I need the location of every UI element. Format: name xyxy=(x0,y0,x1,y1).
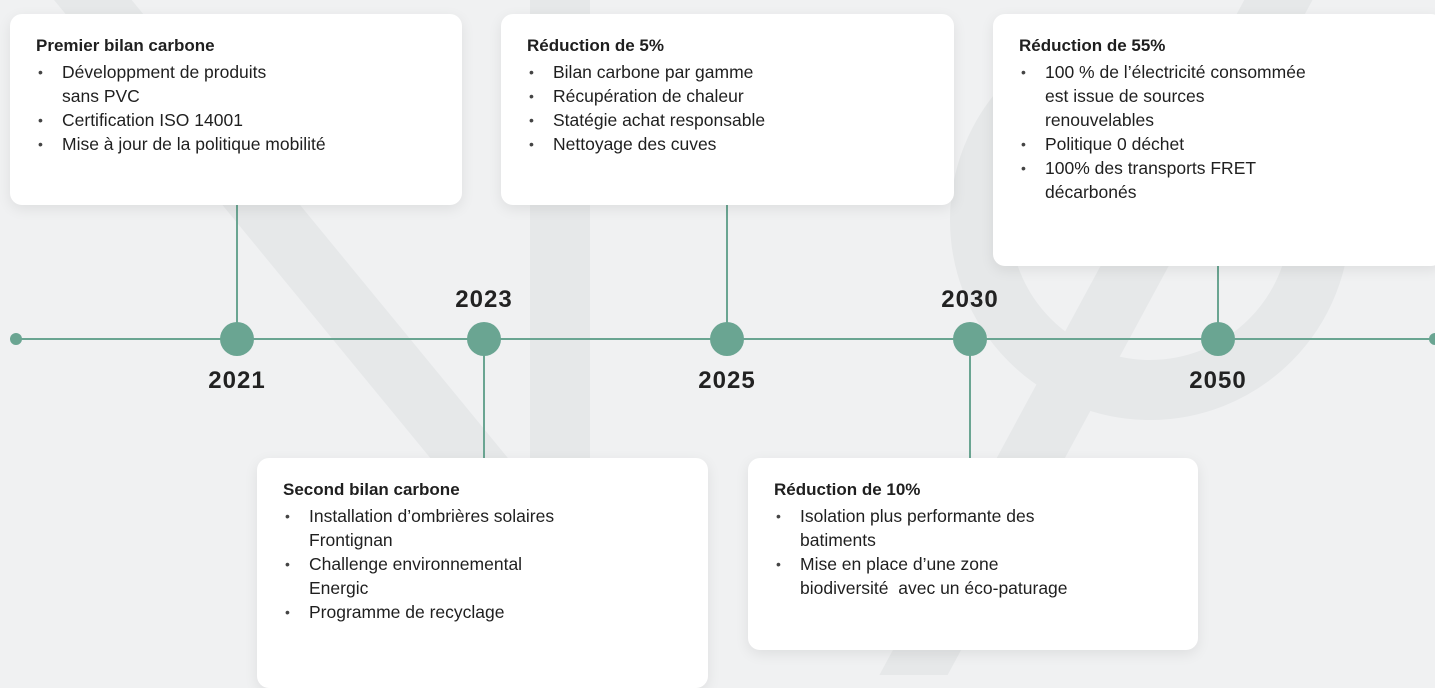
milestone-dot xyxy=(467,322,501,356)
card-item: Programme de recyclage xyxy=(283,600,698,624)
card-item: Mise en place d’une zone biodiversité av… xyxy=(774,552,1188,600)
card-title: Réduction de 5% xyxy=(527,36,664,55)
milestone-card: Premier bilan carbone Développment de pro… xyxy=(10,14,462,205)
card-item: Mise à jour de la politique mobilité xyxy=(36,132,452,156)
card-item: Récupération de chaleur xyxy=(527,84,944,108)
card-title: Réduction de 55% xyxy=(1019,36,1166,55)
milestone-dot xyxy=(220,322,254,356)
card-item: 100 % de l’électricité consommée est iss… xyxy=(1019,60,1433,132)
card-item: Statégie achat responsable xyxy=(527,108,944,132)
card-item: Certification ISO 14001 xyxy=(36,108,452,132)
milestone-dot xyxy=(1201,322,1235,356)
card-item: 100% des transports FRET décarbonés xyxy=(1019,156,1433,204)
timeline-end xyxy=(10,333,22,345)
card-title: Second bilan carbone xyxy=(283,480,460,499)
card-item: Bilan carbone par gamme xyxy=(527,60,944,84)
milestone-card: Réduction de 5% Bilan carbone par gammeRé… xyxy=(501,14,954,205)
year-label: 2021 xyxy=(208,367,266,394)
timeline-end xyxy=(1429,333,1435,345)
card-item: Challenge environnemental Energic xyxy=(283,552,698,600)
milestone-card: Second bilan carbone Installation d’ombri… xyxy=(257,458,708,688)
year-label: 2023 xyxy=(455,286,513,313)
card-item: Développment de produits sans PVC xyxy=(36,60,452,108)
year-label: 2030 xyxy=(941,286,999,313)
card-item: Nettoyage des cuves xyxy=(527,132,944,156)
milestone-dot xyxy=(710,322,744,356)
card-item: Politique 0 déchet xyxy=(1019,132,1433,156)
milestone-card: Réduction de 10% Isolation plus performan… xyxy=(748,458,1198,650)
card-title: Réduction de 10% xyxy=(774,480,921,499)
milestone-card: Réduction de 55% 100 % de l’électricité c… xyxy=(993,14,1435,266)
milestone-dot xyxy=(953,322,987,356)
card-title: Premier bilan carbone xyxy=(36,36,215,55)
year-label: 2050 xyxy=(1189,367,1247,394)
year-label: 2025 xyxy=(698,367,756,394)
card-item: Isolation plus performante des batiments xyxy=(774,504,1188,552)
card-item: Installation d’ombrières solaires Fronti… xyxy=(283,504,698,552)
